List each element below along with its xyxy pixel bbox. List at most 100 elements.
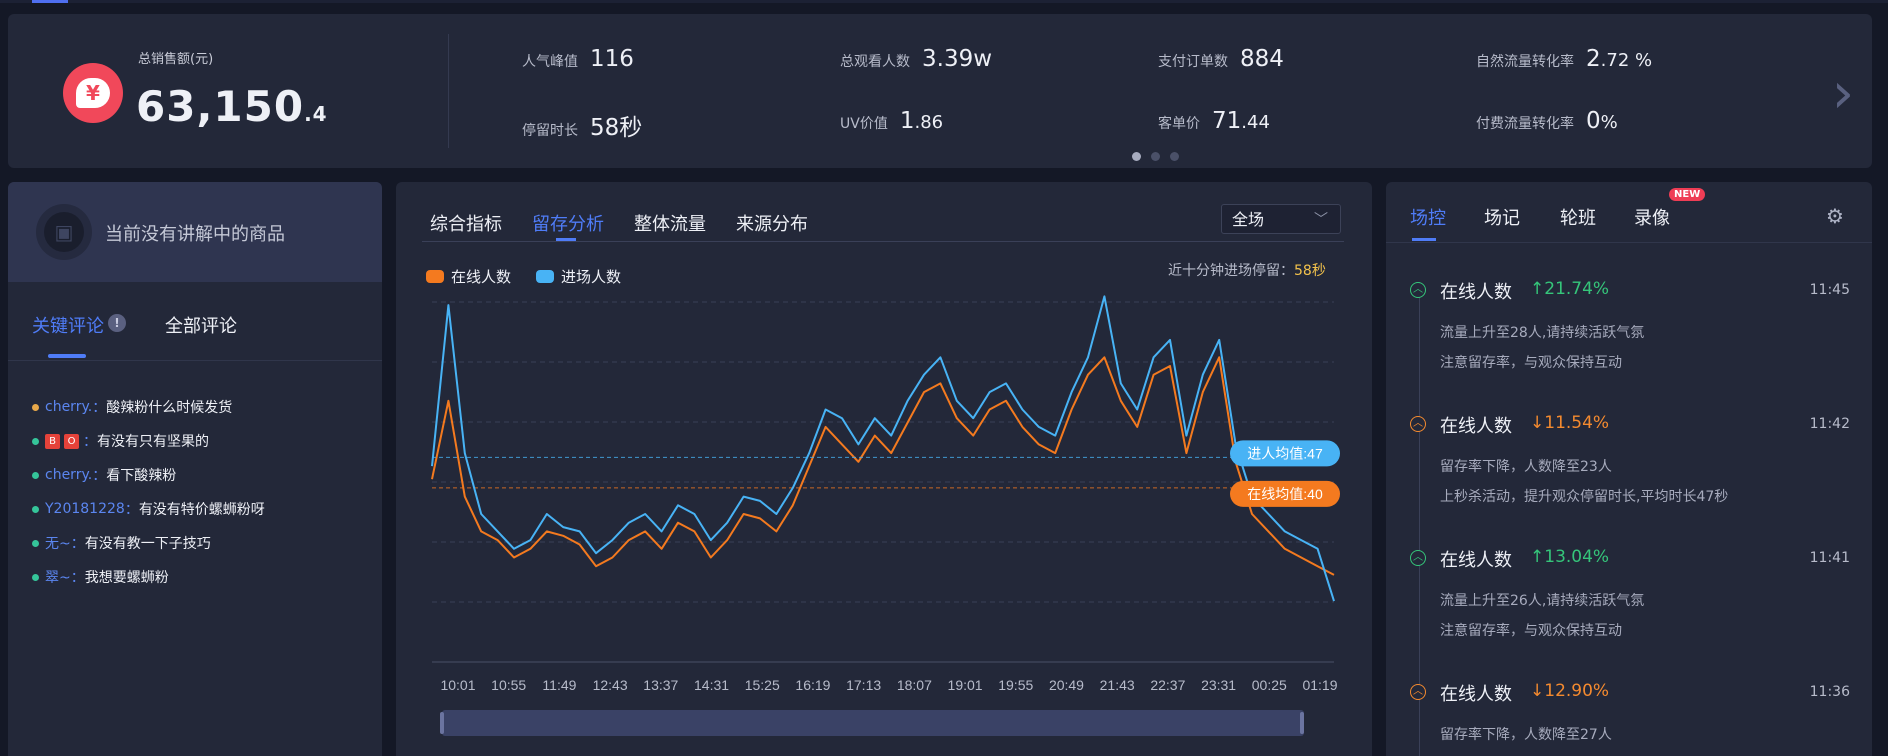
slider-handle-left[interactable] xyxy=(440,712,444,734)
top-bar-active-indicator xyxy=(32,0,68,3)
user-level-dot xyxy=(32,505,39,513)
x-tick-label: 18:07 xyxy=(897,677,932,693)
tab-recording[interactable]: 录像 xyxy=(1634,208,1670,229)
retention-line-chart: 在线均值:40 进人均值:47 10:01 10:55 11:49 12:43 13:37 1… xyxy=(431,295,1340,736)
metric-paid-orders: 支付订单数 884 xyxy=(1158,46,1284,72)
event-title: 在线人数 xyxy=(1440,684,1512,705)
user-level-dot xyxy=(32,471,39,479)
carousel-dot[interactable] xyxy=(1132,152,1141,161)
retention-summary: 近十分钟进场停留：58秒 xyxy=(1168,263,1326,279)
event-detail: 上秒杀活动，提升观众停留时长,平均时长47秒 xyxy=(1440,489,1729,505)
tab-source-distribution[interactable]: 来源分布 xyxy=(736,214,808,235)
x-tick-label: 20:49 xyxy=(1049,677,1084,693)
carousel-dot[interactable] xyxy=(1151,152,1160,161)
event-detail: 留存率下降，人数降至27人 xyxy=(1440,727,1612,743)
x-tick-label: 11:49 xyxy=(542,677,576,693)
x-tick-label: 10:01 xyxy=(440,677,475,693)
event-detail: 流量上升至26人,请持续活跃气氛 xyxy=(1440,593,1645,609)
tab-field-control[interactable]: 场控 xyxy=(1410,208,1446,229)
x-tick-label: 00:25 xyxy=(1252,677,1287,693)
comments-panel: ▣ 当前没有讲解中的商品 关键评论 ! 全部评论 cherry.： 酸辣粉什么时… xyxy=(8,182,382,756)
x-tick-label: 14:31 xyxy=(694,677,729,693)
chevron-down-icon: ﹀ xyxy=(1314,212,1328,228)
comment-text: 有没有只有坚果的 xyxy=(97,434,209,450)
event-time: 11:36 xyxy=(1809,684,1850,700)
active-tab-indicator xyxy=(48,354,86,358)
timeline-line xyxy=(1419,282,1420,756)
tab-key-comments[interactable]: 关键评论 xyxy=(32,316,104,337)
x-tick-label: 13:37 xyxy=(643,677,678,693)
event-title: 在线人数 xyxy=(1440,550,1512,571)
comment-user[interactable]: 无~ xyxy=(45,536,71,552)
yuan-icon: ¥ xyxy=(63,63,123,123)
tab-retention-analysis[interactable]: 留存分析 xyxy=(532,214,604,235)
event-change: ↑21.74% xyxy=(1530,279,1610,299)
active-tab-indicator xyxy=(556,238,576,241)
comment-user[interactable]: 翠~ xyxy=(45,570,71,586)
metric-uv-value: UV价值 1.86 xyxy=(840,108,944,134)
chevron-up-icon: ︿ xyxy=(1410,550,1426,566)
tab-overall-traffic[interactable]: 整体流量 xyxy=(634,214,706,235)
x-tick-label: 17:13 xyxy=(846,677,881,693)
new-badge: NEW xyxy=(1669,188,1706,201)
carousel-dot[interactable] xyxy=(1170,152,1179,161)
event-time: 11:42 xyxy=(1809,416,1850,432)
analysis-panel: 综合指标 留存分析 整体流量 来源分布 全场 ﹀ 在线人数 进场人数 近十分钟进场… xyxy=(396,182,1372,756)
user-level-dot xyxy=(32,403,39,411)
x-tick-label: 16:19 xyxy=(795,677,830,693)
user-level-dot xyxy=(32,437,39,445)
average-label-pill xyxy=(1230,440,1340,467)
gear-icon[interactable]: ⚙ xyxy=(1826,204,1844,228)
event-time: 11:41 xyxy=(1809,550,1850,566)
x-tick-label: 19:55 xyxy=(998,677,1033,693)
next-page-chevron-icon[interactable]: › xyxy=(1831,61,1855,126)
analysis-tabs: 综合指标 留存分析 整体流量 来源分布 xyxy=(396,182,1372,242)
average-label: 进人均值:47 xyxy=(1247,445,1323,461)
event-detail: 注意留存率，与观众保持互动 xyxy=(1440,355,1622,371)
user-level-dot xyxy=(32,539,39,547)
event-title: 在线人数 xyxy=(1440,282,1512,303)
comment-text: 有没有特价螺蛳粉呀 xyxy=(138,502,265,518)
total-sales-value: 63,150.4 xyxy=(136,82,328,131)
tab-divider xyxy=(422,241,1344,242)
scope-select[interactable]: 全场 ﹀ xyxy=(1221,204,1341,234)
product-box-icon: ▣ xyxy=(36,204,92,260)
emoji-b-icon: B xyxy=(45,433,60,449)
comment-text: 我想要螺蛳粉 xyxy=(84,570,169,586)
comment-item: B O： 有没有只有坚果的 xyxy=(32,424,265,458)
event-detail: 留存率下降，人数降至23人 xyxy=(1440,459,1612,475)
comment-item: cherry.： 看下酸辣粉 xyxy=(32,458,265,492)
comment-user[interactable]: cherry. xyxy=(45,467,93,483)
metric-peak-popularity: 人气峰值 116 xyxy=(522,46,634,72)
time-range-slider[interactable] xyxy=(442,710,1304,736)
tab-overall-metrics[interactable]: 综合指标 xyxy=(430,214,502,235)
x-tick-label: 21:43 xyxy=(1100,677,1135,693)
total-sales-label: 总销售额(元) xyxy=(138,52,214,67)
comment-item: Y20181228： 有没有特价螺蛳粉呀 xyxy=(32,492,265,526)
metric-avg-order-price: 客单价 71.44 xyxy=(1158,108,1270,134)
tab-shift[interactable]: 轮班 xyxy=(1560,208,1596,229)
metric-stay-duration: 停留时长 58秒 xyxy=(522,115,643,141)
series-line-entered xyxy=(431,295,1335,602)
legend-entered[interactable]: 进场人数 xyxy=(536,266,621,287)
tab-divider xyxy=(1386,242,1872,243)
x-tick-label: 19:01 xyxy=(948,677,983,693)
tab-all-comments[interactable]: 全部评论 xyxy=(165,316,237,337)
chevron-up-icon: ︿ xyxy=(1410,416,1426,432)
stats-divider xyxy=(448,34,449,148)
info-icon[interactable]: ! xyxy=(108,314,126,332)
series-line-online xyxy=(431,356,1335,576)
emoji-o-icon: O xyxy=(64,433,79,449)
slider-handle-right[interactable] xyxy=(1300,712,1304,734)
event-time: 11:45 xyxy=(1809,282,1850,298)
chevron-up-icon: ︿ xyxy=(1410,282,1426,298)
comment-list: cherry.： 酸辣粉什么时候发货 B O： 有没有只有坚果的 cherry.：… xyxy=(32,390,265,594)
user-level-dot xyxy=(32,573,39,581)
legend-online[interactable]: 在线人数 xyxy=(426,266,511,287)
comment-user[interactable]: cherry. xyxy=(45,399,93,415)
comment-user[interactable]: Y20181228 xyxy=(45,501,125,517)
x-tick-label: 22:37 xyxy=(1150,677,1185,693)
comment-text: 看下酸辣粉 xyxy=(106,468,177,484)
tab-field-notes[interactable]: 场记 xyxy=(1484,208,1520,229)
